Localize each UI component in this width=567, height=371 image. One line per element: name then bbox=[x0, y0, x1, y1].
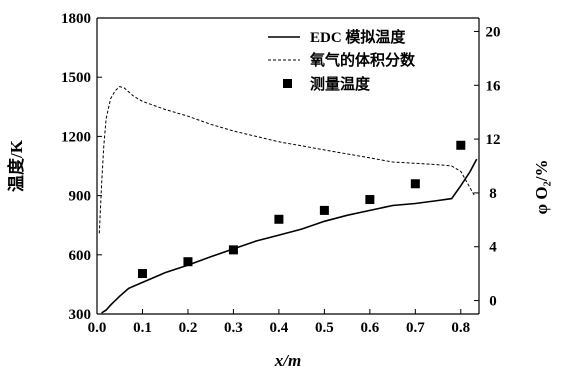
legend-label-measured: 测量温度 bbox=[310, 75, 371, 93]
measured-point bbox=[410, 179, 420, 189]
right-y-axis-title: φ O₂/% bbox=[532, 160, 551, 215]
edc-temperature-line bbox=[101, 158, 478, 314]
right-y-tick-label: 0 bbox=[489, 294, 497, 310]
series-layer bbox=[98, 86, 478, 314]
measured-point bbox=[365, 195, 375, 205]
left-y-tick-label: 1200 bbox=[61, 129, 91, 145]
legend: EDC 模拟温度 氧气的体积分数 测量温度 bbox=[268, 28, 416, 93]
right-y-tick-label: 8 bbox=[489, 186, 497, 202]
right-y-ticks: 0 4 8 12 16 20 bbox=[474, 24, 502, 310]
measured-point bbox=[456, 140, 466, 150]
left-y-tick-label: 1500 bbox=[61, 70, 91, 86]
plot-frame bbox=[96, 17, 480, 315]
right-y-tick-label: 4 bbox=[489, 240, 497, 256]
x-tick-label: 0.6 bbox=[360, 320, 379, 336]
x-ticks: 0.0 0.1 0.2 0.3 0.4 0.5 0.6 0.7 0.8 bbox=[88, 309, 470, 336]
right-y-tick-label: 12 bbox=[486, 132, 501, 148]
right-y-tick-label: 16 bbox=[486, 78, 502, 94]
right-y-tick-label: 20 bbox=[486, 24, 501, 40]
legend-label-edc: EDC 模拟温度 bbox=[310, 28, 406, 46]
x-tick-label: 0.0 bbox=[88, 320, 107, 336]
left-y-tick-label: 1800 bbox=[61, 11, 91, 27]
x-tick-label: 0.3 bbox=[224, 320, 243, 336]
left-y-ticks: 300 600 900 1200 1500 1800 bbox=[61, 11, 102, 323]
x-tick-label: 0.8 bbox=[451, 320, 470, 336]
legend-marker-square bbox=[283, 79, 292, 88]
legend-label-oxygen: 氧气的体积分数 bbox=[309, 51, 416, 69]
measured-point bbox=[319, 205, 329, 215]
x-axis-title: x/m bbox=[274, 351, 301, 370]
left-y-tick-label: 600 bbox=[69, 248, 92, 264]
left-y-axis-title: 温度/K bbox=[6, 139, 26, 192]
x-tick-label: 0.2 bbox=[179, 320, 198, 336]
x-tick-label: 0.4 bbox=[270, 320, 289, 336]
left-y-tick-label: 900 bbox=[69, 189, 92, 205]
x-tick-label: 0.1 bbox=[133, 320, 152, 336]
measured-point bbox=[137, 269, 147, 279]
measured-point bbox=[274, 214, 284, 224]
oxygen-fraction-line bbox=[98, 86, 475, 234]
x-tick-label: 0.5 bbox=[315, 320, 334, 336]
measured-point bbox=[183, 257, 193, 267]
measured-point bbox=[228, 245, 238, 255]
x-tick-label: 0.7 bbox=[406, 320, 425, 336]
left-y-tick-label: 300 bbox=[69, 307, 92, 323]
